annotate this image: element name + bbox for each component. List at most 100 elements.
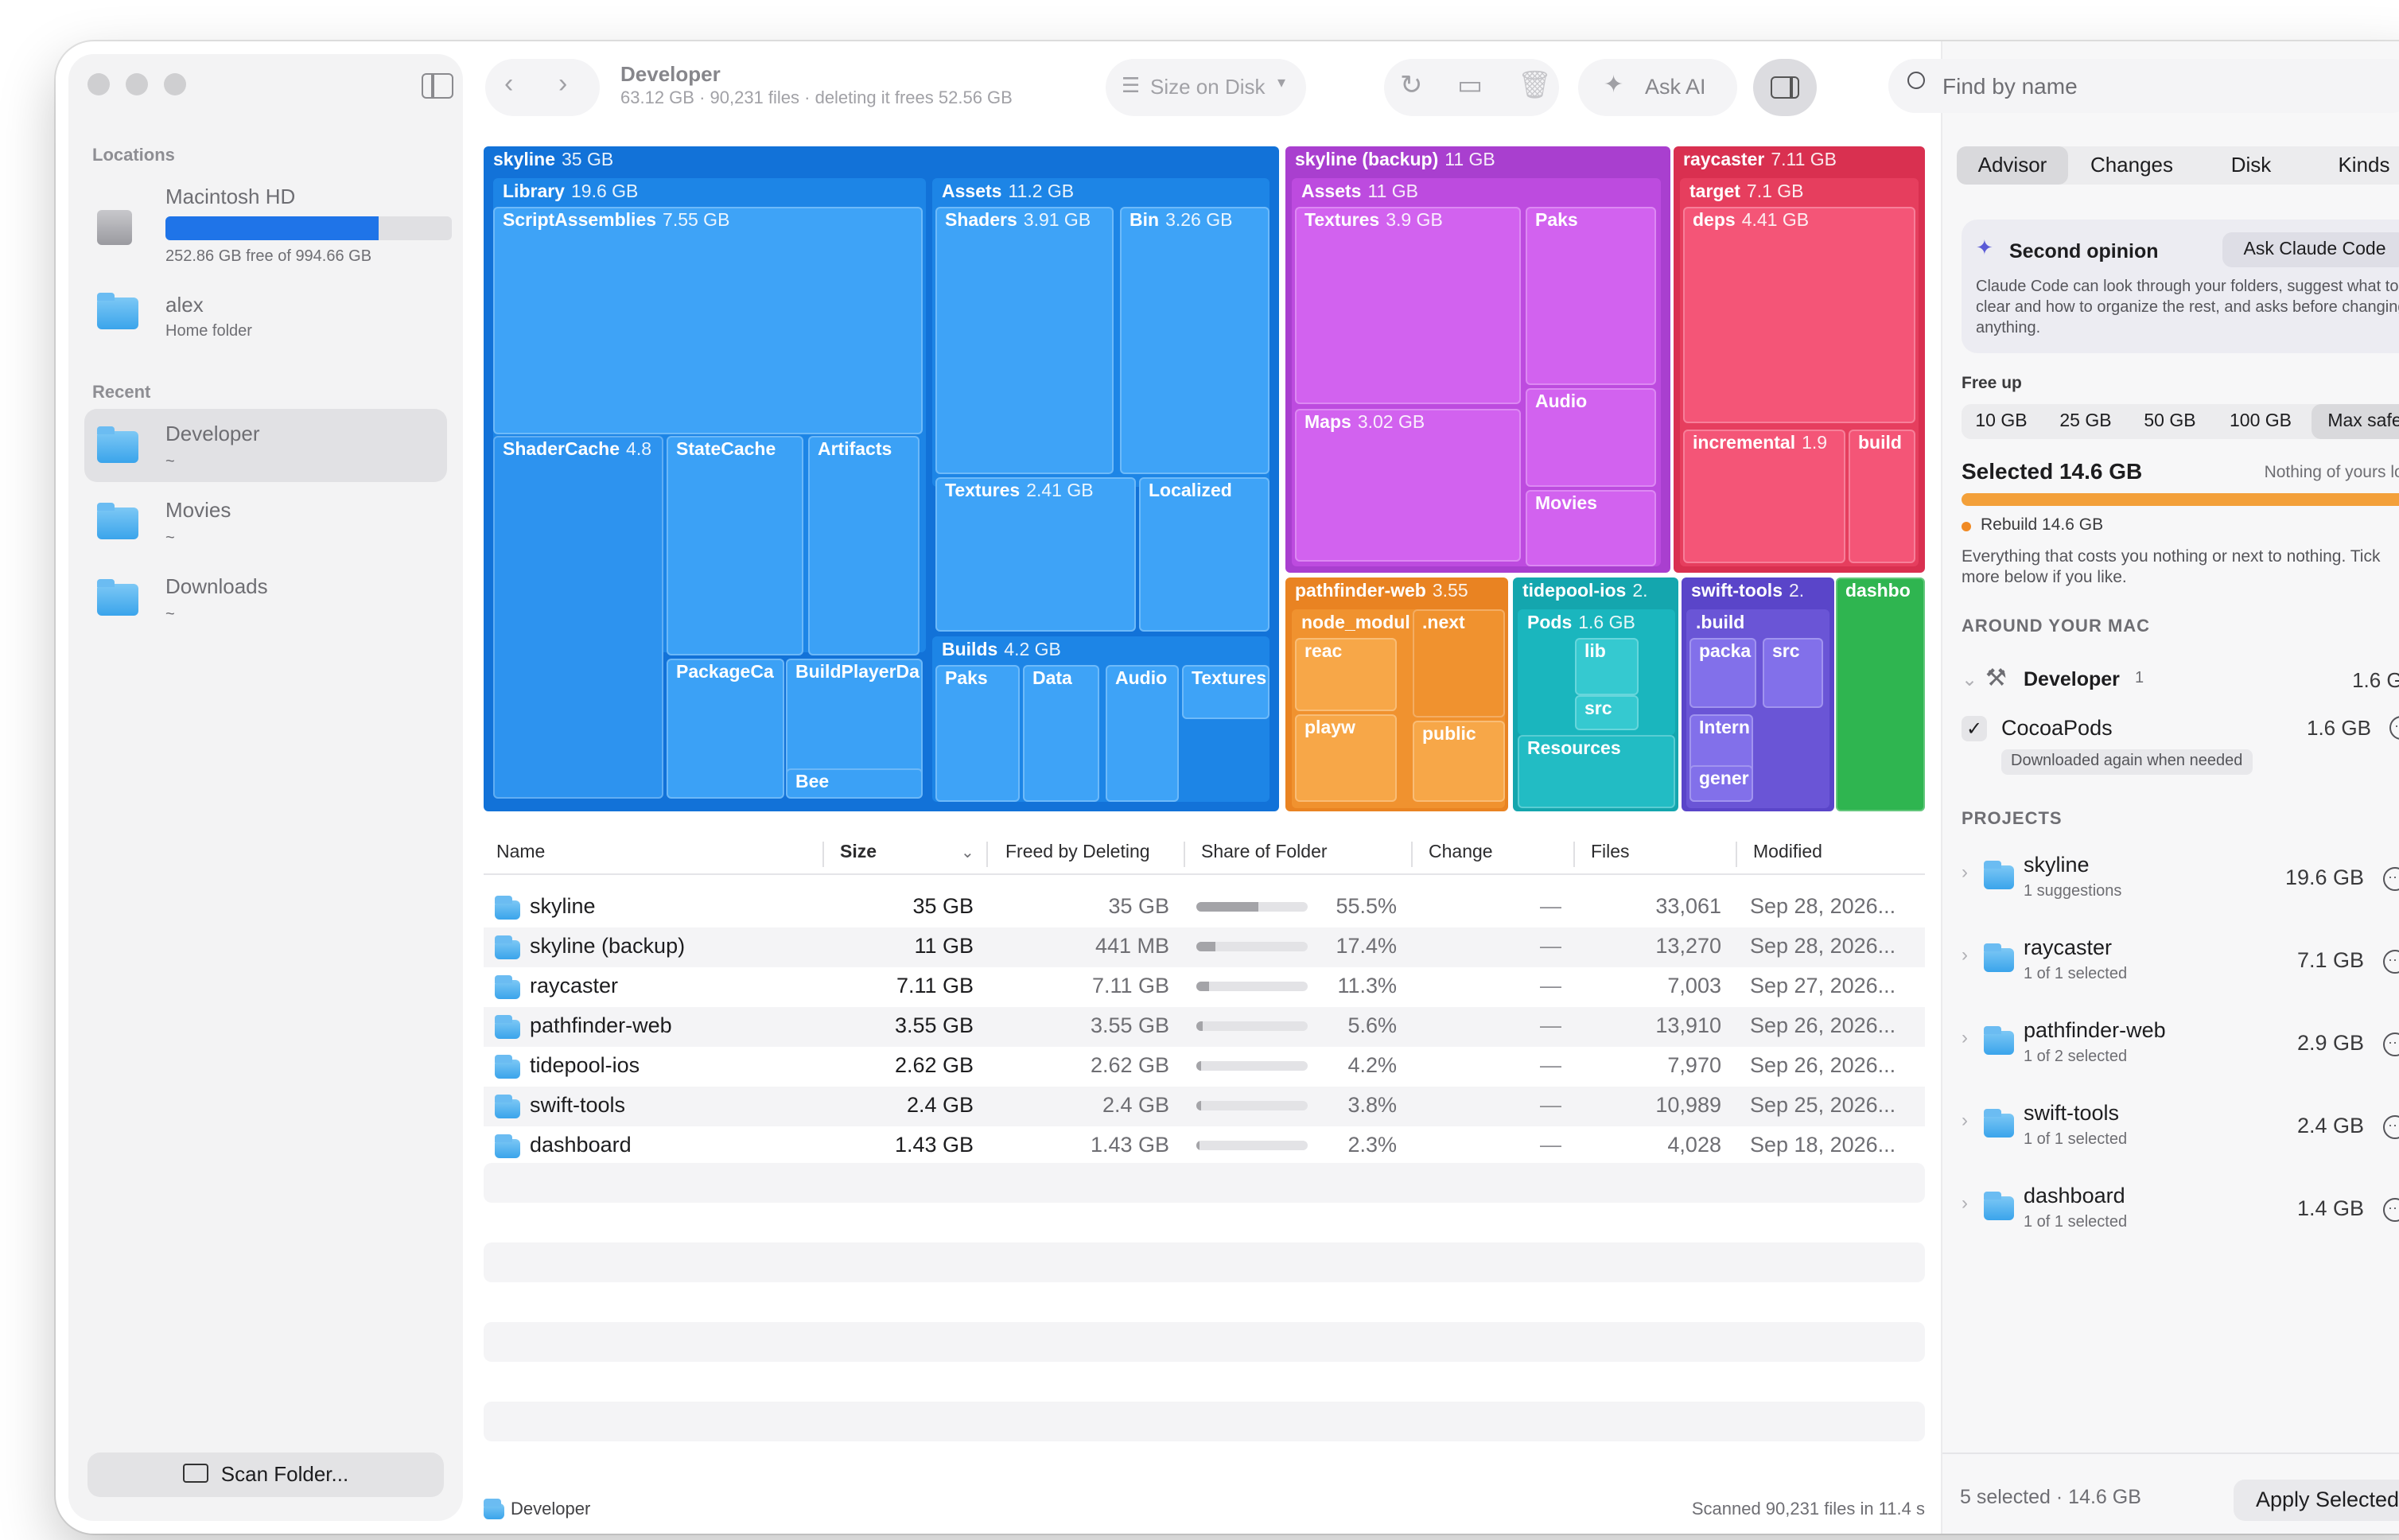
free-up-100gb[interactable]: 100 GB bbox=[2230, 412, 2292, 431]
treemap-cell[interactable]: BuildPlayerDa bbox=[786, 659, 923, 780]
recent-item-movies[interactable]: Movies ~ bbox=[84, 485, 447, 558]
treemap-cell[interactable]: playw bbox=[1295, 714, 1397, 802]
table-row[interactable]: skyline 35 GB 35 GB 55.5% — 33,061 Sep 28, 202… bbox=[484, 888, 1925, 928]
treemap-cell[interactable]: Shaders 3.91 GB bbox=[935, 207, 1114, 474]
inspector-toggle-button[interactable] bbox=[1753, 59, 1817, 116]
treemap-cell[interactable]: deps 4.41 GB bbox=[1683, 207, 1915, 423]
ask-ai-button[interactable]: ✦ Ask AI bbox=[1578, 59, 1737, 116]
treemap-cell[interactable]: reac bbox=[1295, 638, 1397, 711]
scan-folder-button[interactable]: Scan Folder... bbox=[87, 1452, 444, 1497]
free-up-10gb[interactable]: 10 GB bbox=[1975, 412, 2028, 431]
table-row[interactable]: skyline (backup) 11 GB 441 MB 17.4% — 13,270 S… bbox=[484, 928, 1925, 967]
more-options-icon[interactable]: ··· bbox=[2383, 867, 2399, 891]
treemap-cell[interactable]: Localized bbox=[1139, 477, 1269, 632]
project-item[interactable]: › dashboard 1 of 1 selected 1.4 GB ··· bbox=[1962, 1177, 2399, 1247]
tab-changes[interactable]: Changes bbox=[2090, 153, 2174, 177]
treemap-cell[interactable]: build bbox=[1849, 430, 1915, 563]
project-item[interactable]: › raycaster 1 of 1 selected 7.1 GB ··· bbox=[1962, 929, 2399, 999]
project-item[interactable]: › skyline 1 suggestions 19.6 GB ··· bbox=[1962, 846, 2399, 916]
refresh-icon[interactable]: ↻ bbox=[1400, 70, 1423, 100]
treemap-cell[interactable]: packa bbox=[1689, 638, 1756, 708]
treemap-cell[interactable]: Maps 3.02 GB bbox=[1295, 409, 1521, 562]
treemap-cell[interactable]: src bbox=[1575, 695, 1639, 730]
col-modified[interactable]: Modified bbox=[1753, 843, 1822, 862]
free-up-max-safe[interactable]: Max safe bbox=[2312, 404, 2399, 439]
col-share[interactable]: Share of Folder bbox=[1201, 843, 1328, 862]
treemap-cell[interactable]: Textures 2.41 GB bbox=[935, 477, 1136, 632]
minimize-window-button[interactable] bbox=[126, 73, 148, 95]
checkbox-checked-icon[interactable]: ✓ bbox=[1962, 716, 1987, 741]
treemap-cell[interactable]: src bbox=[1763, 638, 1823, 708]
footer-path[interactable]: Developer bbox=[511, 1500, 591, 1519]
ask-claude-code-button[interactable]: Ask Claude Code bbox=[2222, 232, 2399, 267]
treemap-cell[interactable]: Data bbox=[1023, 665, 1099, 802]
chevron-right-icon[interactable]: › bbox=[1962, 1192, 1968, 1214]
apply-selected-button[interactable]: Apply Selected bbox=[2234, 1480, 2399, 1521]
free-up-50gb[interactable]: 50 GB bbox=[2144, 412, 2196, 431]
treemap-cell[interactable]: Movies bbox=[1526, 490, 1656, 566]
treemap-cell[interactable]: Textures 3.9 GB bbox=[1295, 207, 1521, 404]
treemap-cell[interactable]: Paks bbox=[935, 665, 1020, 802]
table-row[interactable]: pathfinder-web 3.55 GB 3.55 GB 5.6% — 13,910 S… bbox=[484, 1007, 1925, 1047]
treemap-cell-name: skyline bbox=[493, 151, 555, 170]
treemap-cell[interactable]: Bee bbox=[786, 768, 923, 799]
reveal-folder-icon[interactable]: ▭ bbox=[1457, 70, 1483, 100]
tab-disk[interactable]: Disk bbox=[2230, 153, 2272, 177]
col-freed[interactable]: Freed by Deleting bbox=[1005, 843, 1150, 862]
table-row[interactable]: raycaster 7.11 GB 7.11 GB 11.3% — 7,003 Sep 27… bbox=[484, 967, 1925, 1007]
treemap-cell[interactable]: lib bbox=[1575, 638, 1639, 695]
back-chevron-icon[interactable]: ‹ bbox=[504, 68, 514, 99]
recent-item-developer[interactable]: Developer ~ bbox=[84, 409, 447, 482]
more-options-icon[interactable]: ··· bbox=[2383, 1198, 2399, 1222]
table-row[interactable]: tidepool-ios 2.62 GB 2.62 GB 4.2% — 7,970 Sep … bbox=[484, 1047, 1925, 1087]
treemap-cell[interactable]: Textures bbox=[1182, 665, 1269, 719]
more-options-icon[interactable]: ··· bbox=[2383, 950, 2399, 974]
treemap-cell[interactable]: public bbox=[1413, 721, 1505, 802]
project-item[interactable]: › pathfinder-web 1 of 2 selected 2.9 GB ··· bbox=[1962, 1012, 2399, 1082]
more-options-icon[interactable]: ··· bbox=[2383, 1115, 2399, 1139]
row-share: 17.4% bbox=[1336, 934, 1397, 958]
forward-chevron-icon[interactable]: › bbox=[558, 68, 568, 99]
col-change[interactable]: Change bbox=[1429, 843, 1493, 862]
sidebar-toggle-icon[interactable] bbox=[422, 73, 453, 99]
treemap-cell[interactable]: Bin 3.26 GB bbox=[1120, 207, 1269, 474]
search-field[interactable]: Find by name bbox=[1888, 59, 2399, 113]
treemap-cell[interactable]: dashbo bbox=[1836, 578, 1925, 811]
col-files[interactable]: Files bbox=[1591, 843, 1630, 862]
treemap-cell[interactable]: PackageCa bbox=[667, 659, 784, 799]
chevron-right-icon[interactable]: › bbox=[1962, 861, 1968, 883]
treemap-cell[interactable]: ShaderCache 4.8 bbox=[493, 436, 663, 799]
treemap[interactable]: skyline 35 GB Library 19.6 GB ScriptAssembli… bbox=[484, 146, 1925, 811]
close-window-button[interactable] bbox=[87, 73, 110, 95]
treemap-cell-name: dashbo bbox=[1845, 582, 1911, 601]
free-up-25gb[interactable]: 25 GB bbox=[2059, 412, 2112, 431]
size-mode-select[interactable]: ☰ Size on Disk ▾ bbox=[1106, 59, 1306, 116]
recent-item-downloads[interactable]: Downloads ~ bbox=[84, 562, 447, 635]
treemap-cell[interactable]: StateCache bbox=[667, 436, 803, 655]
more-options-icon[interactable]: ··· bbox=[2383, 1032, 2399, 1056]
col-size[interactable]: Size bbox=[840, 843, 877, 862]
more-options-icon[interactable]: ··· bbox=[2389, 716, 2399, 740]
treemap-cell[interactable]: Audio bbox=[1526, 388, 1656, 487]
project-item[interactable]: › swift-tools 1 of 1 selected 2.4 GB ··· bbox=[1962, 1095, 2399, 1165]
chevron-down-icon[interactable]: ⌄ bbox=[1962, 668, 1978, 690]
trash-icon[interactable]: 🗑 bbox=[1518, 70, 1553, 100]
table-row[interactable]: swift-tools 2.4 GB 2.4 GB 3.8% — 10,989 Sep 25… bbox=[484, 1087, 1925, 1126]
treemap-cell[interactable]: Artifacts bbox=[808, 436, 920, 655]
chevron-right-icon[interactable]: › bbox=[1962, 1109, 1968, 1131]
treemap-cell[interactable]: Resources bbox=[1518, 735, 1675, 808]
zoom-window-button[interactable] bbox=[164, 73, 186, 95]
chevron-right-icon[interactable]: › bbox=[1962, 1026, 1968, 1048]
tab-kinds[interactable]: Kinds bbox=[2338, 153, 2390, 177]
treemap-cell[interactable]: Paks bbox=[1526, 207, 1656, 385]
treemap-cell[interactable]: .next bbox=[1413, 609, 1505, 718]
col-name[interactable]: Name bbox=[496, 843, 546, 862]
size-mode-label: Size on Disk bbox=[1150, 75, 1266, 99]
treemap-cell[interactable]: incremental 1.9 bbox=[1683, 430, 1845, 563]
treemap-cell[interactable]: ScriptAssemblies 7.55 GB bbox=[493, 207, 923, 434]
treemap-cell[interactable]: Audio bbox=[1106, 665, 1179, 802]
table-row[interactable]: dashboard 1.43 GB 1.43 GB 2.3% — 4,028 Sep 18,… bbox=[484, 1126, 1925, 1166]
treemap-cell[interactable]: gener bbox=[1689, 765, 1753, 802]
tab-advisor[interactable]: Advisor bbox=[1957, 146, 2068, 185]
chevron-right-icon[interactable]: › bbox=[1962, 943, 1968, 966]
